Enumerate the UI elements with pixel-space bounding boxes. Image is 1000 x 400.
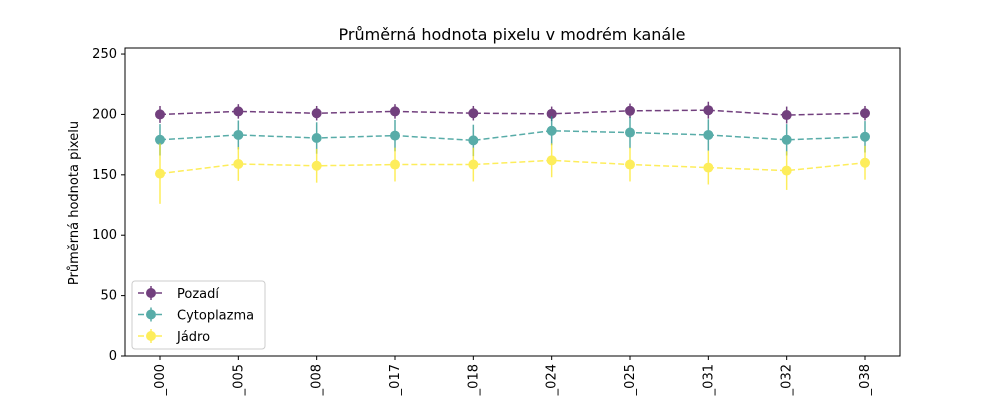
y-tick-label: 250 bbox=[92, 47, 117, 62]
data-point bbox=[468, 159, 479, 170]
data-point bbox=[468, 135, 479, 146]
x-tick-label: _005 bbox=[231, 364, 246, 396]
data-point bbox=[233, 106, 244, 117]
legend: Pozadí Cytoplazma Jádro bbox=[131, 280, 266, 350]
series-3 bbox=[155, 143, 870, 204]
axes-frame bbox=[124, 47, 901, 357]
x-tick-label: _024 bbox=[545, 364, 560, 396]
data-point bbox=[468, 108, 479, 119]
data-point bbox=[311, 108, 322, 119]
data-point bbox=[155, 109, 165, 120]
legend-marker-1 bbox=[138, 286, 164, 300]
data-point bbox=[233, 129, 244, 140]
legend-label-2: Cytoplazma bbox=[177, 309, 254, 324]
data-point bbox=[860, 157, 870, 168]
series-line bbox=[159, 129, 866, 142]
legend-label-1: Pozadí bbox=[177, 287, 219, 302]
legend-label-3: Jádro bbox=[176, 330, 210, 345]
chart-title: Průměrná hodnota pixelu v modrém kanále bbox=[339, 25, 686, 44]
plot-area: 0 50 100 150 200 250 _000 _005 _008 _017 _018 _024 _… bbox=[92, 47, 901, 396]
x-tick-label: _025 bbox=[623, 364, 638, 396]
data-point bbox=[860, 131, 870, 142]
legend-marker-3 bbox=[138, 329, 164, 343]
series-2 bbox=[155, 116, 870, 157]
data-point bbox=[703, 129, 714, 140]
data-point bbox=[625, 105, 635, 116]
legend-dot bbox=[146, 309, 156, 320]
data-point bbox=[703, 162, 714, 173]
x-tick-label: _000 bbox=[153, 364, 168, 396]
data-point bbox=[311, 132, 322, 143]
data-point bbox=[311, 160, 322, 171]
y-tick-label: 200 bbox=[92, 107, 117, 122]
legend-frame bbox=[131, 280, 266, 350]
data-point bbox=[390, 106, 400, 117]
y-tick-label: 50 bbox=[100, 289, 117, 304]
data-point bbox=[625, 159, 635, 170]
x-tick-label: _032 bbox=[780, 364, 795, 396]
data-point bbox=[703, 105, 714, 116]
legend-dot bbox=[146, 288, 156, 298]
y-tick-label: 150 bbox=[92, 168, 117, 183]
legend-marker-2 bbox=[138, 307, 164, 322]
data-point bbox=[781, 110, 792, 121]
x-tick-label: _018 bbox=[466, 364, 481, 396]
data-point bbox=[546, 155, 557, 166]
series-line bbox=[159, 159, 866, 175]
data-point bbox=[155, 134, 165, 145]
data-point bbox=[860, 108, 870, 119]
data-point bbox=[155, 168, 165, 179]
data-point bbox=[390, 159, 400, 170]
x-tick-label: _031 bbox=[701, 364, 716, 396]
data-point bbox=[546, 108, 557, 119]
data-point bbox=[781, 134, 792, 145]
y-axis-label: Průměrná hodnota pixelu bbox=[67, 121, 82, 285]
series-line bbox=[159, 109, 866, 116]
data-point bbox=[781, 165, 792, 176]
legend-dot bbox=[146, 331, 156, 341]
y-tick-label: 0 bbox=[109, 349, 117, 364]
x-tick-label: _038 bbox=[858, 364, 873, 396]
x-tick-label: _017 bbox=[388, 364, 403, 396]
series-1 bbox=[155, 101, 870, 124]
data-point bbox=[625, 127, 635, 138]
data-point bbox=[390, 130, 400, 141]
data-point bbox=[233, 158, 244, 169]
y-tick-label: 100 bbox=[92, 228, 117, 243]
x-tick-label: _008 bbox=[310, 364, 325, 396]
data-point bbox=[546, 125, 557, 136]
